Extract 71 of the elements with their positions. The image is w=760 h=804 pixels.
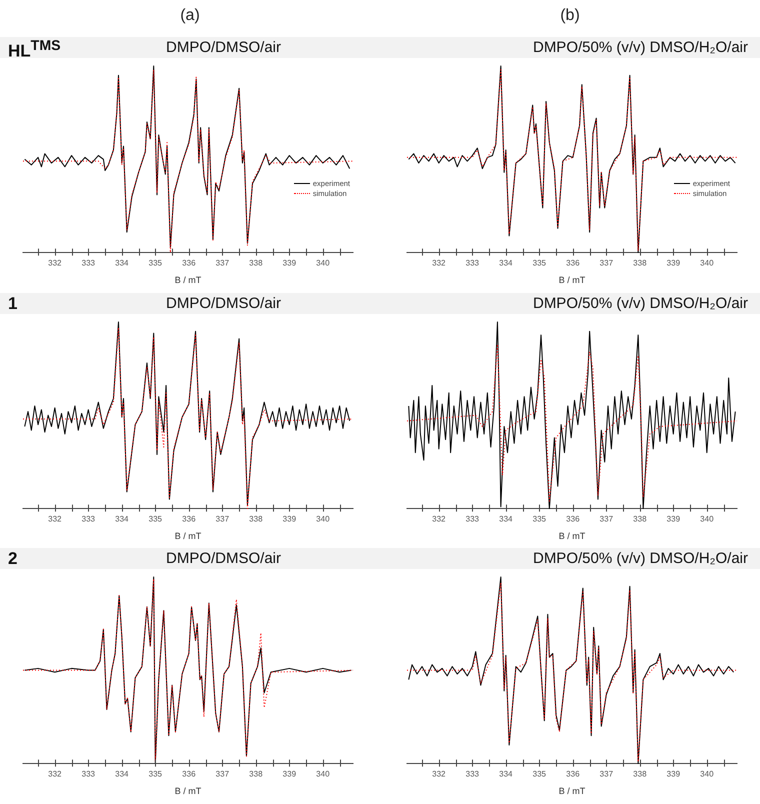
x-tick-label: 339 [282,770,297,779]
x-tick-label: 338 [633,770,648,779]
x-tick-label: 333 [82,770,96,779]
x-axis-title: B / mT [174,786,202,796]
x-tick-label: 333 [466,514,480,524]
x-tick-label: 337 [600,514,614,524]
chart-subtitle: DMPO/DMSO/air [166,39,282,56]
x-tick-label: 338 [249,258,264,268]
x-tick-label: 335 [532,770,547,779]
x-tick-label: 333 [466,258,480,268]
x-tick-label: 338 [633,258,648,268]
x-tick-label: 335 [148,258,163,268]
x-tick-label: 333 [466,770,480,779]
x-axis-title: B / mT [558,786,586,796]
x-tick-label: 336 [182,258,196,268]
x-tick-label: 333 [82,514,96,524]
x-axis-title: B / mT [558,275,586,286]
x-tick-label: 334 [499,770,514,779]
x-tick-label: 335 [148,514,163,524]
chart-subtitle: DMPO/50% (v/v) DMSO/H₂O/air [532,550,748,567]
chart-subtitle: DMPO/50% (v/v) DMSO/H₂O/air [532,294,748,312]
x-axis-title: B / mT [558,530,586,541]
x-tick-label: 337 [216,770,230,779]
x-tick-label: 332 [48,258,62,268]
chart-title: HL$^{TMS}$ [8,38,61,62]
x-tick-label: 332 [48,770,62,779]
x-tick-label: 332 [432,258,446,268]
x-tick-label: 334 [115,514,130,524]
x-tick-label: 336 [566,258,580,268]
x-tick-label: 339 [666,770,681,779]
x-tick-label: 337 [600,258,614,268]
x-tick-label: 340 [700,770,714,779]
x-tick-label: 340 [316,770,330,779]
x-tick-label: 337 [600,770,614,779]
x-tick-label: 338 [249,770,264,779]
x-tick-label: 338 [633,514,648,524]
x-tick-label: 340 [316,258,330,268]
x-tick-label: 340 [316,514,330,524]
x-tick-label: 332 [48,514,62,524]
x-tick-label: 340 [700,258,714,268]
x-tick-label: 339 [282,514,297,524]
x-tick-label: 336 [182,514,196,524]
x-tick-label: 335 [532,258,547,268]
chart-subtitle: DMPO/DMSO/air [166,550,282,567]
x-axis-title: B / mT [174,275,202,286]
x-tick-label: 334 [115,770,130,779]
x-tick-label: 336 [182,770,196,779]
x-tick-label: 339 [666,258,681,268]
x-tick-label: 334 [115,258,130,268]
chart-subtitle: DMPO/DMSO/air [166,294,282,312]
x-tick-label: 334 [499,258,514,268]
x-tick-label: 336 [566,770,580,779]
x-tick-label: 339 [666,514,681,524]
x-axis-title: B / mT [174,530,202,541]
x-tick-label: 333 [82,258,96,268]
chart-title: 1 [8,294,18,314]
x-tick-label: 335 [532,514,547,524]
x-tick-label: 338 [249,514,264,524]
chart-subtitle: DMPO/50% (v/v) DMSO/H₂O/air [532,39,748,56]
chart-title: 2 [8,549,18,569]
x-tick-label: 332 [432,770,446,779]
x-tick-label: 332 [432,514,446,524]
x-tick-label: 334 [499,514,514,524]
x-tick-label: 337 [216,514,230,524]
x-tick-label: 336 [566,514,580,524]
x-tick-label: 335 [148,770,163,779]
x-tick-label: 340 [700,514,714,524]
text: (b) [559,7,581,25]
text: (a) [179,7,201,25]
x-tick-label: 337 [216,258,230,268]
x-tick-label: 339 [282,258,297,268]
